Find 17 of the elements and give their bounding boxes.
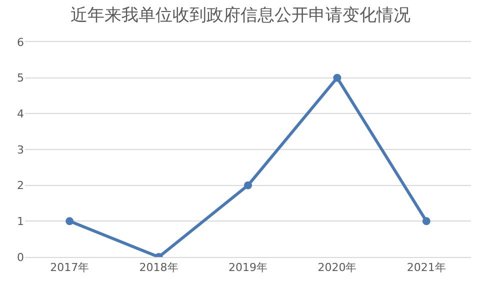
point [66, 217, 74, 226]
point [333, 74, 342, 82]
y-tick-label: 4 [17, 108, 24, 121]
y-tick-label: 5 [17, 72, 24, 85]
x-tick-label: 2018年 [139, 261, 178, 274]
chart-title: 近年来我单位收到政府信息公开申请变化情况 [70, 6, 410, 26]
x-tick-label: 2021年 [406, 261, 446, 274]
point [244, 181, 252, 190]
y-tick-label: 3 [17, 143, 24, 156]
y-tick-label: 2 [17, 179, 24, 192]
x-tick-label: 2017年 [50, 261, 90, 274]
x-tick-label: 2019年 [228, 261, 268, 274]
y-tick-label: 6 [17, 36, 24, 49]
y-tick-label: 1 [17, 215, 24, 228]
point [422, 217, 430, 226]
y-tick-label: 0 [17, 250, 24, 264]
x-tick-label: 2020年 [318, 261, 357, 274]
